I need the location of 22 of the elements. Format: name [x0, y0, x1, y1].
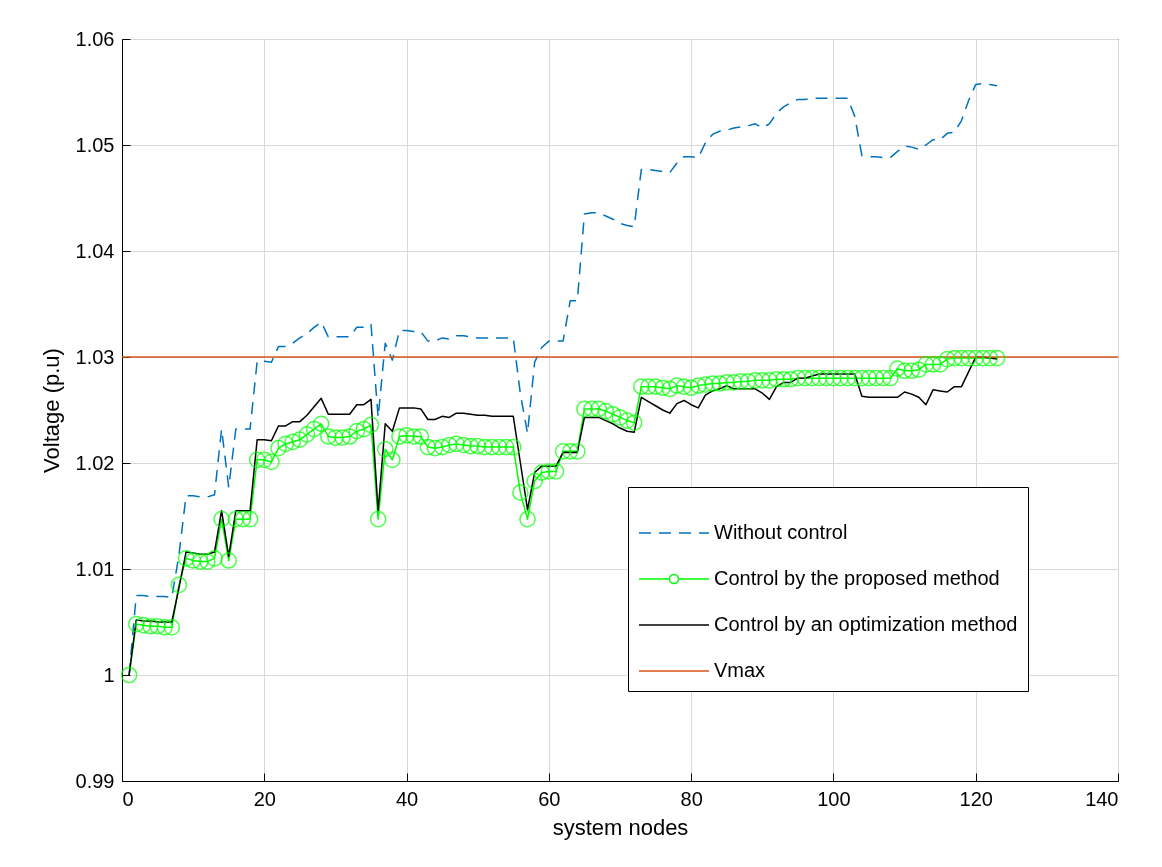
x-tick-label: 100	[817, 787, 851, 810]
legend-label: Without control	[714, 521, 848, 543]
y-tick-label: 0.99	[75, 769, 115, 792]
y-tick-label: 1.04	[75, 239, 115, 262]
x-tick-label: 80	[680, 787, 703, 810]
x-tick-label: 0	[122, 787, 134, 810]
x-tick-label: 120	[959, 787, 993, 810]
y-tick-label: 1	[103, 663, 115, 686]
x-tick-label: 20	[253, 787, 276, 810]
y-tick-label: 1.03	[75, 345, 115, 368]
x-tick-label: 140	[1085, 787, 1119, 810]
y-tick-label: 1.02	[75, 451, 115, 474]
legend-label: Control by an optimization method	[714, 613, 1018, 635]
y-axis-title: Voltage (p.u)	[38, 348, 64, 473]
x-tick-label: 60	[538, 787, 561, 810]
y-tick-label: 1.05	[75, 133, 115, 156]
legend-label: Control by the proposed method	[714, 567, 1000, 589]
x-tick-label: 40	[395, 787, 419, 810]
y-tick-label: 1.01	[75, 557, 115, 580]
legend-label: Vmax	[714, 659, 766, 681]
y-tick-label: 1.06	[75, 27, 115, 50]
x-axis-title: system nodes	[552, 814, 689, 840]
